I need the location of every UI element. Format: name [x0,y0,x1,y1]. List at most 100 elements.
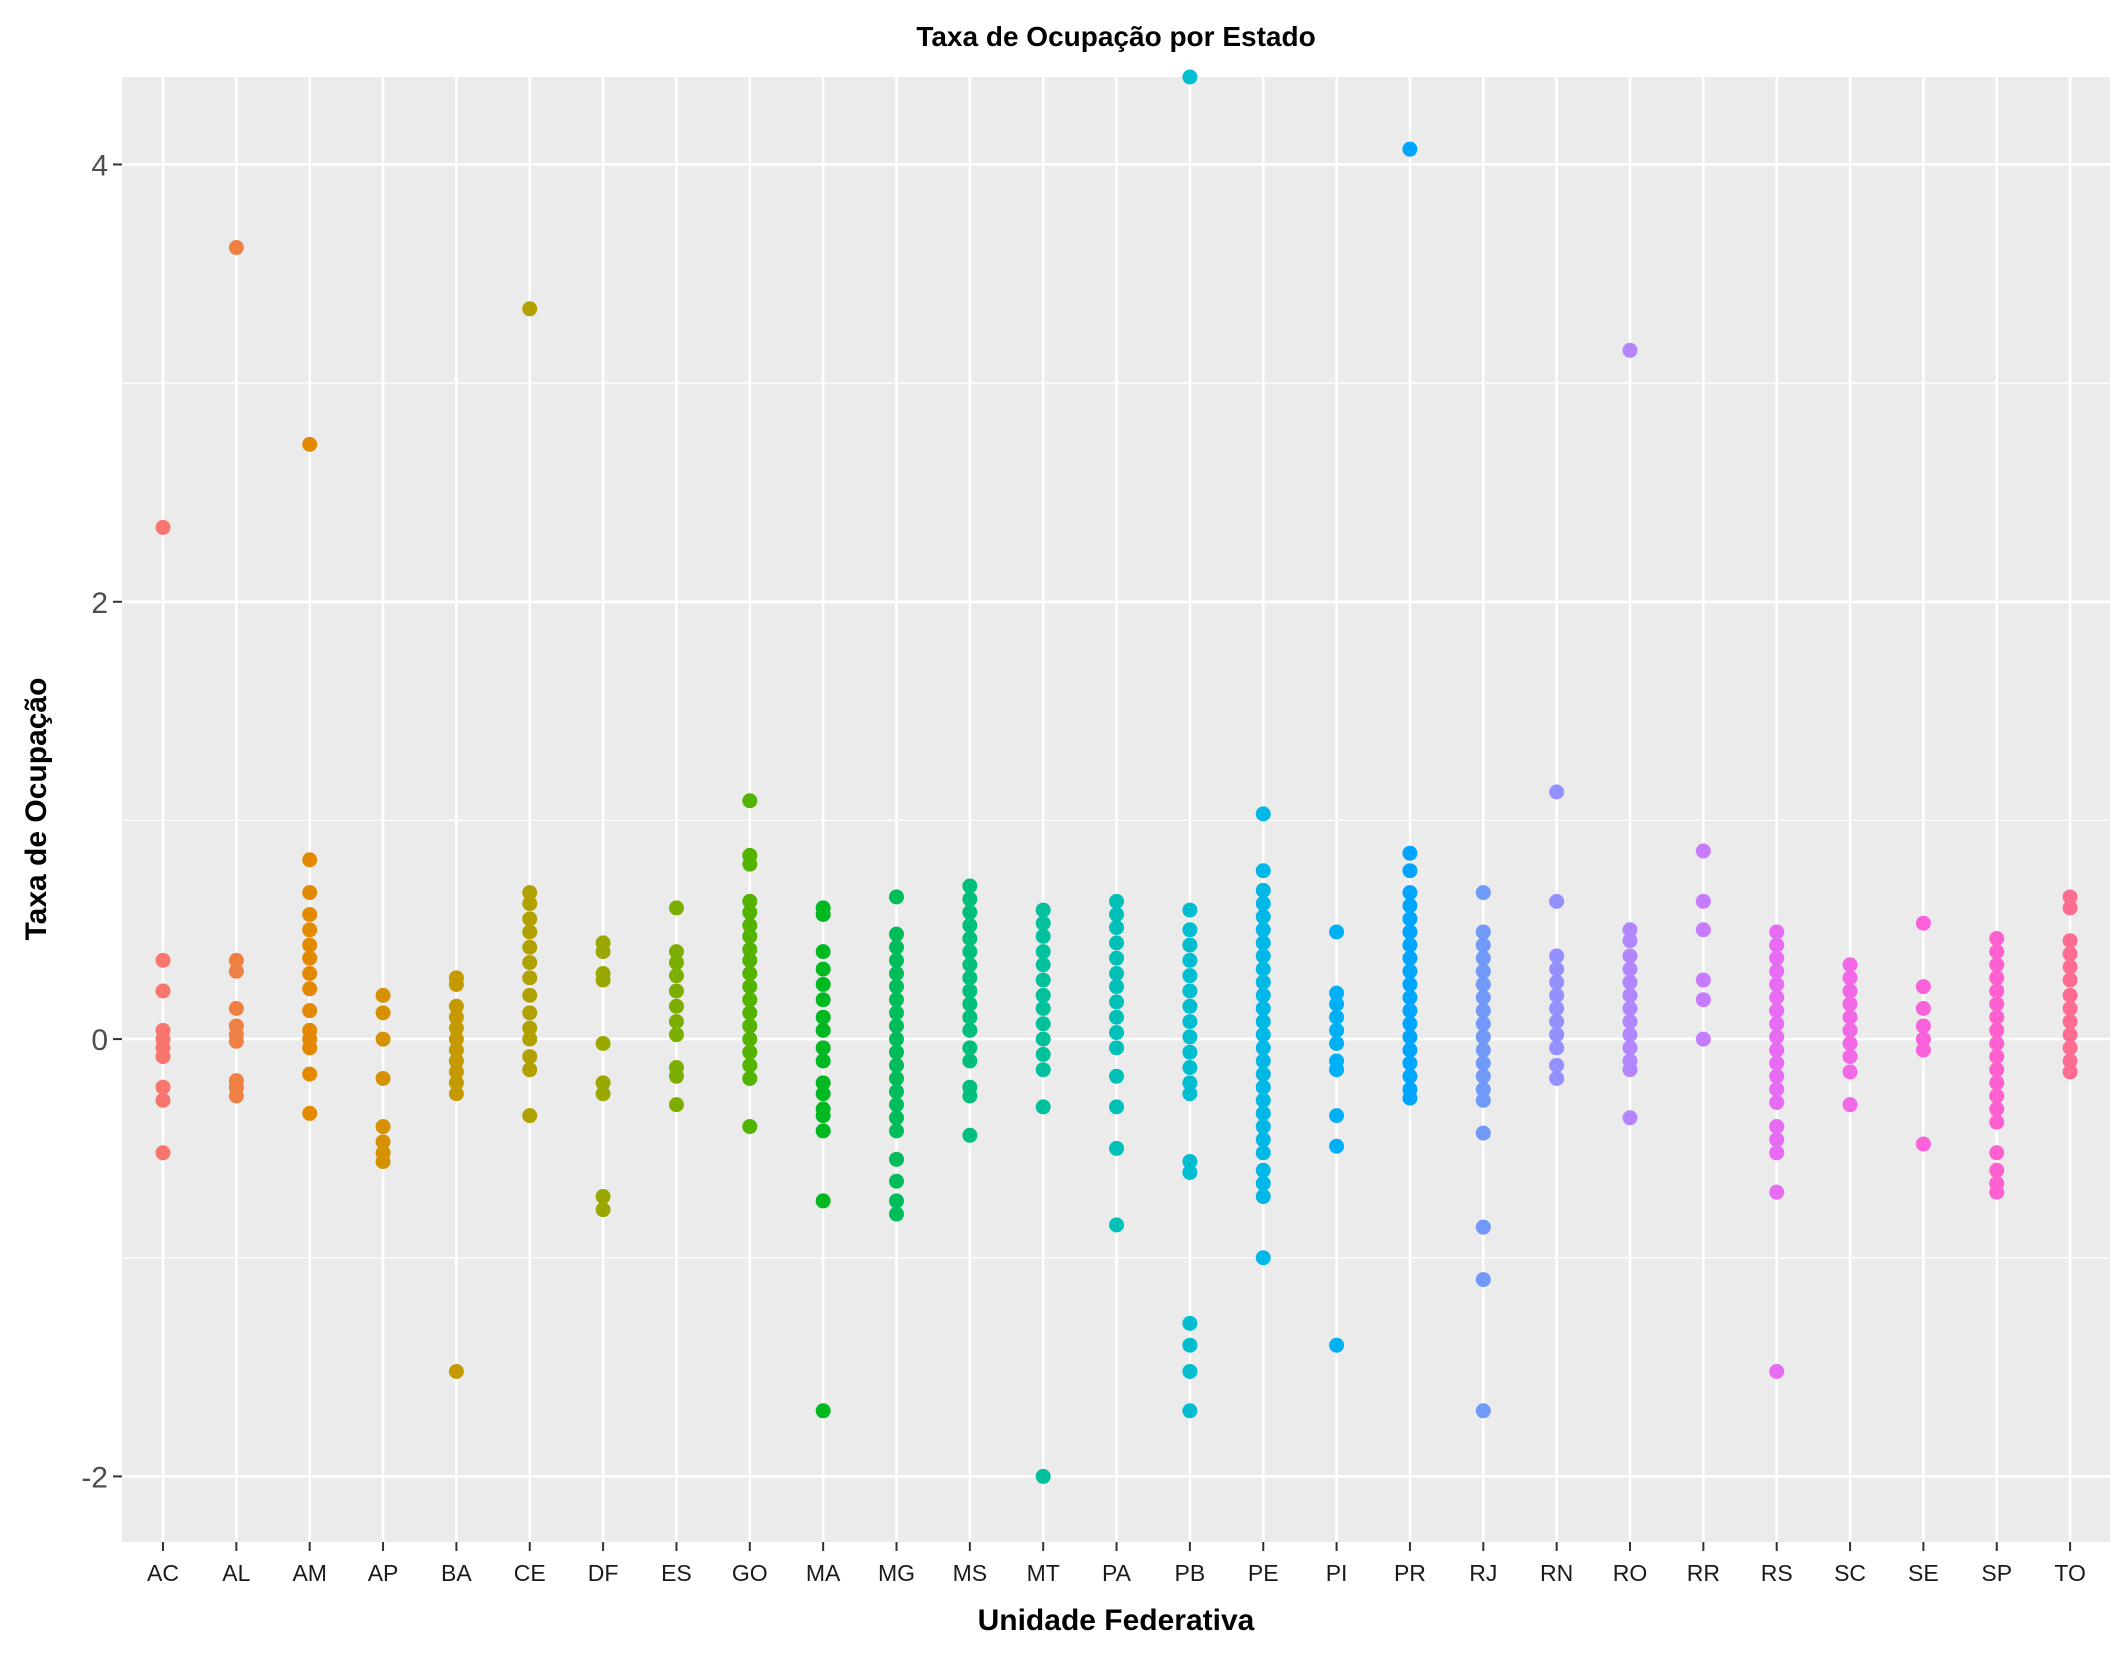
data-point [1915,1018,1931,1034]
data-point [962,970,978,986]
data-point [1915,1042,1931,1058]
x-tick-label: BA [441,1560,472,1586]
data-point [1475,1016,1491,1032]
data-point [1769,1042,1785,1058]
data-point [1255,909,1271,925]
data-point [1475,950,1491,966]
data-point [1549,1057,1565,1073]
data-point [889,889,904,905]
data-point [889,1031,904,1047]
data-point [1182,983,1198,999]
data-point [742,965,758,981]
data-point [522,955,538,971]
data-point [448,1086,464,1102]
x-tick-label: SC [1834,1560,1866,1586]
data-point [1035,928,1051,944]
data-point [595,1189,611,1205]
x-tick-label: ES [661,1560,692,1586]
data-point [1549,784,1565,800]
data-point [1255,1119,1271,1135]
data-point [1109,906,1125,922]
data-point [1915,1136,1931,1152]
data-point [155,1079,171,1095]
data-point [155,952,171,968]
data-point [1329,985,1345,1001]
data-point [1769,1081,1785,1097]
data-point [1989,1009,2005,1025]
x-tick-label: CE [514,1560,546,1586]
x-tick-label: RJ [1469,1560,1497,1586]
data-point [1035,1062,1051,1078]
data-point [815,1086,831,1102]
data-point [1402,990,1418,1006]
data-point [2062,987,2078,1003]
x-tick-label: PR [1394,1560,1426,1586]
data-point [815,1193,831,1209]
data-point [1402,1090,1418,1106]
data-point [1989,1049,2005,1065]
data-point [1109,1025,1125,1041]
data-point [522,885,538,901]
data-point [1769,976,1785,992]
data-point [742,856,758,872]
x-tick-label: PE [1248,1560,1279,1586]
data-point [228,1000,244,1016]
data-point [1402,845,1418,861]
data-point [1109,1099,1125,1115]
data-point [742,979,758,995]
data-point [228,963,244,979]
data-point [962,931,978,947]
data-point [1622,922,1638,938]
data-point [1915,1000,1931,1016]
data-point [1109,1140,1125,1156]
data-point [889,1018,904,1034]
x-tick-label: PB [1175,1560,1206,1586]
data-point [302,1003,318,1019]
y-axis-title: Taxa de Ocupação [20,678,53,941]
x-tick-label: RN [1540,1560,1573,1586]
data-point [1475,1081,1491,1097]
major-gridlines [122,77,2110,1542]
data-point [1255,1105,1271,1121]
data-point [302,922,318,938]
data-point [1842,1035,1858,1051]
data-point [1475,1029,1491,1045]
data-point [962,996,978,1012]
data-point [889,1206,904,1222]
data-point [1915,979,1931,995]
y-tick-label: -2 [81,1461,108,1494]
data-point [2062,1053,2078,1069]
data-point [962,983,978,999]
x-tick-label: SP [1981,1560,2012,1586]
data-point [375,1031,391,1047]
data-point [1622,974,1638,990]
data-point [889,1057,904,1073]
data-point [302,965,318,981]
data-point [1402,950,1418,966]
data-point [1769,950,1785,966]
data-point [889,1110,904,1126]
data-point [1255,1000,1271,1016]
data-point [668,944,684,960]
data-point [889,1151,904,1167]
data-point [1475,1403,1491,1419]
data-point [228,952,244,968]
data-point [1109,1040,1125,1056]
data-point [375,1005,391,1021]
data-point [1622,342,1638,358]
data-point [155,1049,171,1065]
data-point [1255,987,1271,1003]
data-point [302,436,318,452]
data-point [228,1088,244,1104]
data-point [815,944,831,960]
data-point [1989,1022,2005,1038]
data-point [1035,902,1051,918]
data-point [448,1009,464,1025]
data-point [1255,1053,1271,1069]
data-point [2062,946,2078,962]
data-point [742,1031,758,1047]
data-point [1255,974,1271,990]
data-point [1475,1219,1491,1235]
data-point [1989,931,2005,947]
